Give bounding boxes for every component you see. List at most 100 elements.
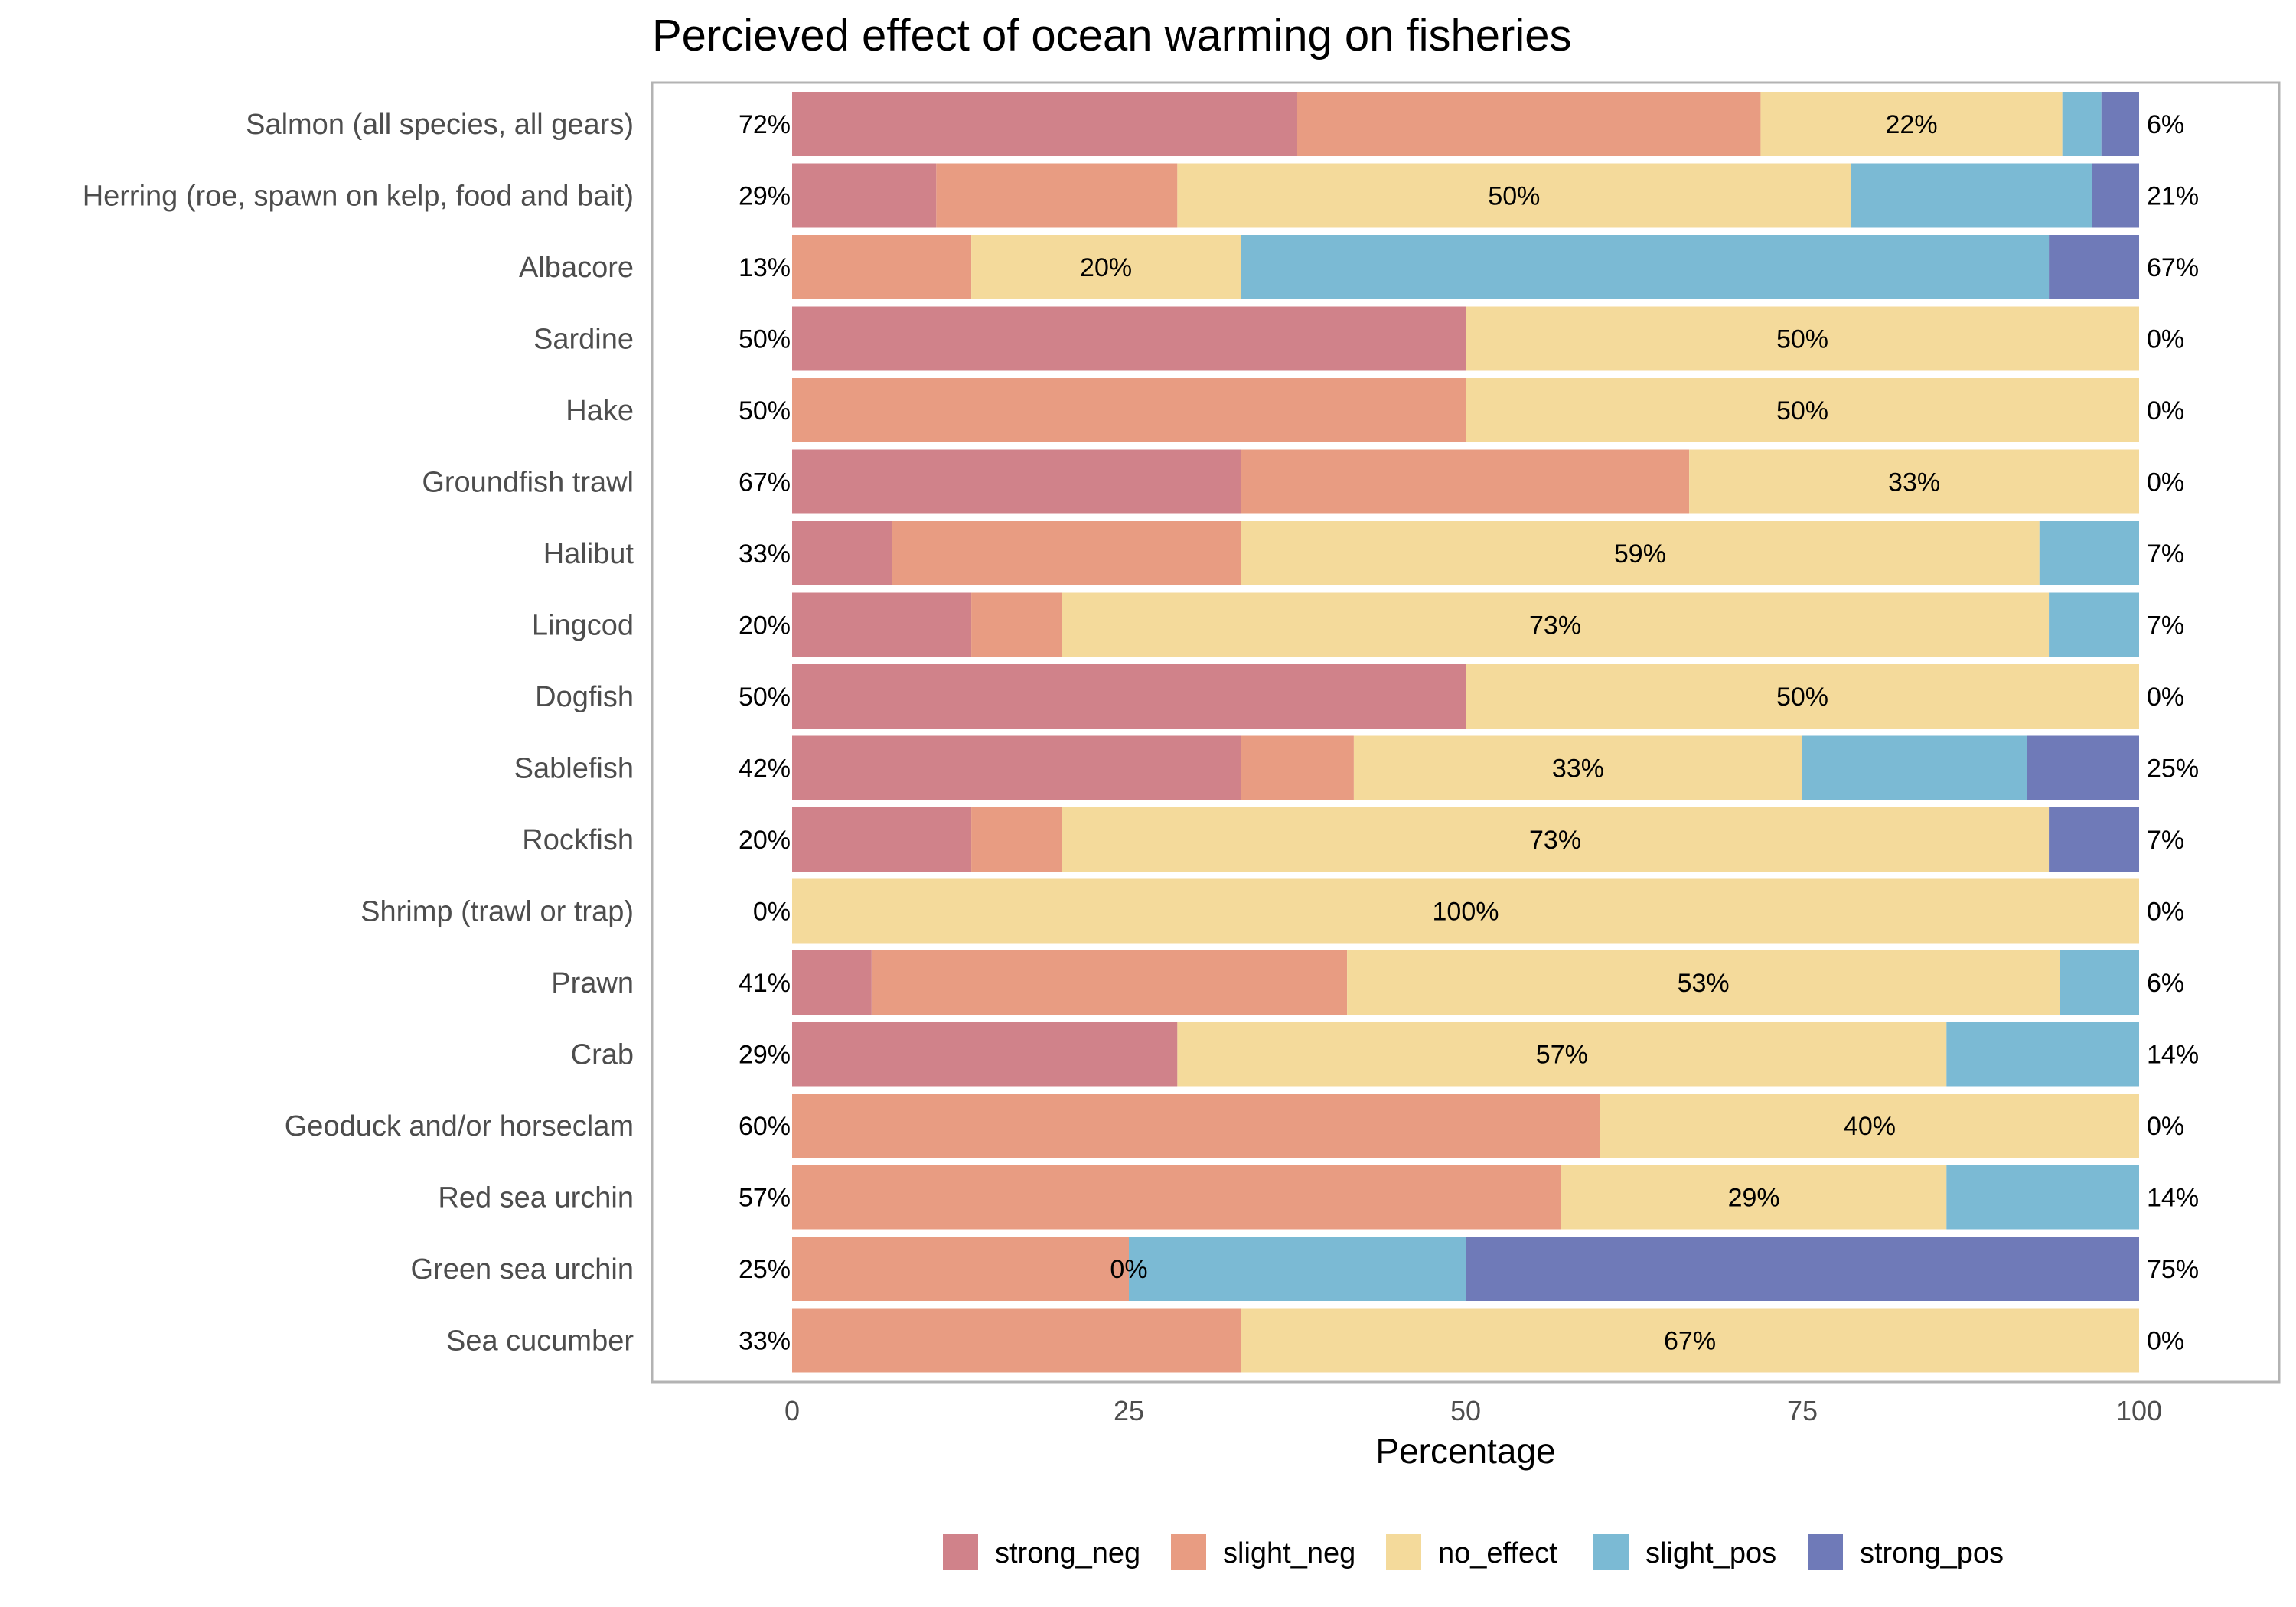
legend-label: slight_neg xyxy=(1223,1537,1355,1570)
bar-segment-strong_pos xyxy=(2101,92,2139,156)
neutral-percent-label: 20% xyxy=(1080,253,1132,282)
positive-percent-label: 21% xyxy=(2147,182,2199,211)
bar-segment-strong_neg xyxy=(792,521,892,585)
negative-percent-label: 29% xyxy=(739,182,791,211)
legend-item-slight_pos: slight_pos xyxy=(1593,1534,1776,1570)
chart-title: Percieved effect of ocean warming on fis… xyxy=(652,11,1571,60)
neutral-percent-label: 59% xyxy=(1614,539,1666,569)
bar-segment-slight_neg xyxy=(1241,735,1354,800)
bar-segment-slight_pos xyxy=(1129,1237,1466,1301)
category-label: Lingcod xyxy=(532,610,634,642)
bar-segment-no_effect xyxy=(1241,1308,2139,1373)
bar-segment-slight_neg xyxy=(792,1165,1561,1230)
bar-segment-strong_neg xyxy=(792,92,1297,156)
category-label: Prawn xyxy=(551,967,634,999)
bar-segment-no_effect xyxy=(1353,735,1802,800)
positive-percent-label: 7% xyxy=(2147,826,2184,855)
negative-percent-label: 67% xyxy=(739,468,791,497)
negative-percent-label: 41% xyxy=(739,969,791,998)
bar-segment-strong_neg xyxy=(792,735,1241,800)
x-axis-label: Percentage xyxy=(1375,1431,1555,1471)
bar-segment-strong_neg xyxy=(792,592,972,657)
positive-percent-label: 0% xyxy=(2147,468,2184,497)
bar-segment-strong_pos xyxy=(2049,235,2139,299)
bar-segment-no_effect xyxy=(1466,306,2139,371)
neutral-percent-label: 50% xyxy=(1776,396,1828,425)
bar-segment-slight_pos xyxy=(1802,735,2027,800)
positive-percent-label: 0% xyxy=(2147,898,2184,927)
negative-percent-label: 57% xyxy=(739,1184,791,1213)
neutral-percent-label: 53% xyxy=(1678,969,1730,998)
neutral-percent-label: 33% xyxy=(1552,755,1604,784)
bar-segment-slight_neg xyxy=(792,1237,1129,1301)
negative-percent-label: 0% xyxy=(753,898,791,927)
positive-percent-label: 0% xyxy=(2147,1327,2184,1356)
bar-segment-strong_pos xyxy=(2092,163,2139,228)
positive-percent-label: 75% xyxy=(2147,1255,2199,1284)
bar-segment-slight_neg xyxy=(792,235,972,299)
bar-segment-slight_pos xyxy=(2060,950,2139,1015)
neutral-percent-label: 50% xyxy=(1776,683,1828,712)
category-label: Geoduck and/or horseclam xyxy=(285,1110,634,1143)
category-label: Hake xyxy=(566,395,634,427)
category-label: Sardine xyxy=(533,324,634,356)
bar-segment-no_effect xyxy=(1600,1094,2139,1158)
bar-segment-slight_neg xyxy=(936,163,1178,228)
bar-segment-strong_pos xyxy=(2027,735,2139,800)
neutral-percent-label: 57% xyxy=(1536,1041,1588,1070)
negative-percent-label: 20% xyxy=(739,826,791,855)
legend-item-strong_neg: strong_neg xyxy=(943,1534,1140,1570)
positive-percent-label: 6% xyxy=(2147,110,2184,139)
bar-segment-slight_pos xyxy=(2049,592,2139,657)
category-label: Green sea urchin xyxy=(411,1253,634,1286)
bar-segment-slight_neg xyxy=(792,1308,1241,1373)
bar-segment-slight_neg xyxy=(792,1094,1600,1158)
negative-percent-label: 33% xyxy=(739,1327,791,1356)
bar-segment-strong_neg xyxy=(792,163,937,228)
positive-percent-label: 7% xyxy=(2147,539,2184,569)
neutral-percent-label: 73% xyxy=(1529,826,1581,855)
x-tick-label: 0 xyxy=(784,1395,800,1426)
bar-segment-no_effect xyxy=(1466,664,2139,729)
legend-swatch xyxy=(1808,1534,1843,1570)
bar-segment-strong_neg xyxy=(792,664,1466,729)
legend-swatch xyxy=(1386,1534,1421,1570)
category-label: Salmon (all species, all gears) xyxy=(246,109,634,141)
negative-percent-label: 72% xyxy=(739,110,791,139)
positive-percent-label: 0% xyxy=(2147,396,2184,425)
legend-label: slight_pos xyxy=(1645,1537,1776,1570)
bar-segment-no_effect xyxy=(1062,807,2050,872)
category-label: Rockfish xyxy=(522,824,634,856)
neutral-percent-label: 73% xyxy=(1529,611,1581,641)
bar-segment-strong_pos xyxy=(1466,1237,2139,1301)
bar-segment-strong_pos xyxy=(2049,807,2139,872)
negative-percent-label: 33% xyxy=(739,539,791,569)
bar-segment-no_effect xyxy=(1760,92,2063,156)
neutral-percent-label: 40% xyxy=(1844,1112,1896,1141)
category-label: Dogfish xyxy=(535,681,634,713)
bar-segment-strong_neg xyxy=(792,1022,1178,1087)
bar-segment-no_effect xyxy=(1241,521,2040,585)
neutral-percent-label: 100% xyxy=(1433,898,1499,927)
positive-percent-label: 25% xyxy=(2147,755,2199,784)
bar-segment-no_effect xyxy=(1561,1165,1947,1230)
negative-percent-label: 20% xyxy=(739,611,791,641)
negative-percent-label: 42% xyxy=(739,755,791,784)
neutral-percent-label: 33% xyxy=(1888,468,1940,497)
bar-segment-slight_pos xyxy=(1946,1022,2139,1087)
positive-percent-label: 0% xyxy=(2147,1112,2184,1141)
bar-segment-no_effect xyxy=(1177,1022,1947,1087)
neutral-percent-label: 29% xyxy=(1728,1184,1780,1213)
legend: strong_neg slight_neg no_effect slight_pos s… xyxy=(943,1534,2004,1570)
legend-item-strong_pos: strong_pos xyxy=(1808,1534,2004,1570)
bar-segment-slight_pos xyxy=(1851,163,2092,228)
bar-labels: 72% 22% 6% 29% 50% 21% 13% 20% 67% 50% 50% 0% 50% 50%… xyxy=(739,110,2199,1356)
bar-segment-slight_neg xyxy=(1241,449,1690,514)
negative-percent-label: 13% xyxy=(739,253,791,282)
neutral-percent-label: 50% xyxy=(1776,325,1828,354)
negative-percent-label: 29% xyxy=(739,1041,791,1070)
bar-segment-slight_neg xyxy=(971,592,1062,657)
bar-segment-slight_neg xyxy=(971,807,1062,872)
negative-percent-label: 50% xyxy=(739,396,791,425)
